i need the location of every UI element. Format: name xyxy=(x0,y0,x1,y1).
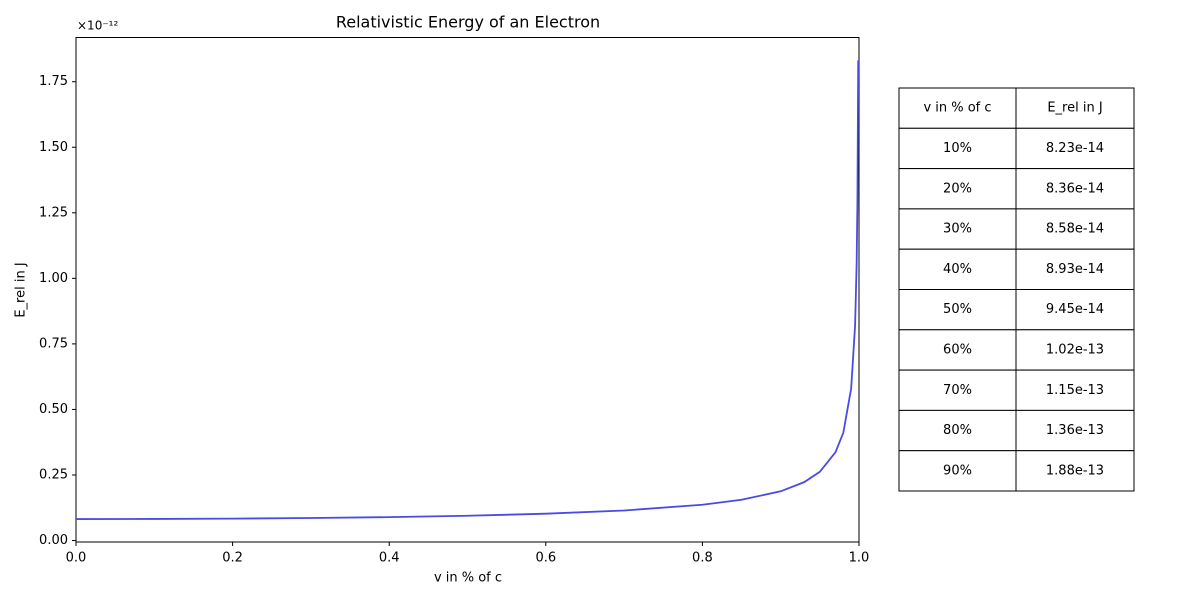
table-cell xyxy=(898,369,1017,411)
table-cell-text: 9.45e-14 xyxy=(1046,302,1104,317)
table-cell-text: 70% xyxy=(943,383,972,398)
table-cell-text: 30% xyxy=(943,222,972,237)
y-tick-label: 0.75 xyxy=(39,336,68,351)
table-cell-text: 8.23e-14 xyxy=(1046,141,1104,156)
table-cell xyxy=(898,208,1017,250)
table-cell xyxy=(1015,450,1135,492)
y-tick-label: 1.75 xyxy=(39,74,68,89)
x-axis-label: v in % of c xyxy=(434,571,502,586)
y-tick-label: 1.00 xyxy=(39,271,68,286)
table-cell-text: 50% xyxy=(943,302,972,317)
y-tick-label: 0.50 xyxy=(39,402,68,417)
table-cell-text: 8.93e-14 xyxy=(1046,262,1104,277)
x-tick-label: 0.8 xyxy=(692,551,713,566)
table-cell-text: 1.36e-13 xyxy=(1046,423,1104,438)
table-cell-text: 90% xyxy=(943,463,972,478)
y-tick-label: 0.25 xyxy=(39,467,68,482)
table-cell-text: 8.36e-14 xyxy=(1046,181,1104,196)
x-tick-label: 1.0 xyxy=(849,551,870,566)
y-tick-label: 1.25 xyxy=(39,205,68,220)
table-cell-text: 8.58e-14 xyxy=(1046,222,1104,237)
table-cell xyxy=(1015,208,1135,250)
table-cell xyxy=(1015,248,1135,290)
chart-title: Relativistic Energy of an Electron xyxy=(336,13,600,32)
table-cell xyxy=(898,127,1017,170)
y-tick-label: 1.50 xyxy=(39,140,68,155)
table-cell-text: 40% xyxy=(943,262,972,277)
table-cell xyxy=(1015,289,1135,331)
y-offset-label: ×10⁻¹² xyxy=(77,19,118,33)
plot-frame xyxy=(75,37,860,543)
table-cell-text: 1.02e-13 xyxy=(1046,342,1104,357)
table-cell-text: 80% xyxy=(943,423,972,438)
table-cell-text: 20% xyxy=(943,181,972,196)
table-cell-text: E_rel in J xyxy=(1047,101,1102,116)
table-cell xyxy=(1015,87,1135,129)
table-cell xyxy=(898,289,1017,331)
x-tick-label: 0.0 xyxy=(66,551,87,566)
table-cell-text: 1.88e-13 xyxy=(1046,463,1104,478)
x-tick-label: 0.4 xyxy=(379,551,400,566)
line-series xyxy=(75,60,860,520)
table-cell xyxy=(1015,127,1135,170)
x-tick-label: 0.6 xyxy=(535,551,556,566)
table-cell-text: 60% xyxy=(943,342,972,357)
table-cell xyxy=(898,248,1017,290)
table-cell-text: v in % of c xyxy=(923,101,991,116)
table-cell xyxy=(1015,168,1135,210)
table-cell-text: 1.15e-13 xyxy=(1046,383,1104,398)
x-tick-label: 0.2 xyxy=(222,551,243,566)
table-cell xyxy=(1015,369,1135,411)
y-axis-label: E_rel in J xyxy=(14,262,29,317)
y-tick-label: 0.00 xyxy=(39,533,68,548)
table-cell-text: 10% xyxy=(943,141,972,156)
